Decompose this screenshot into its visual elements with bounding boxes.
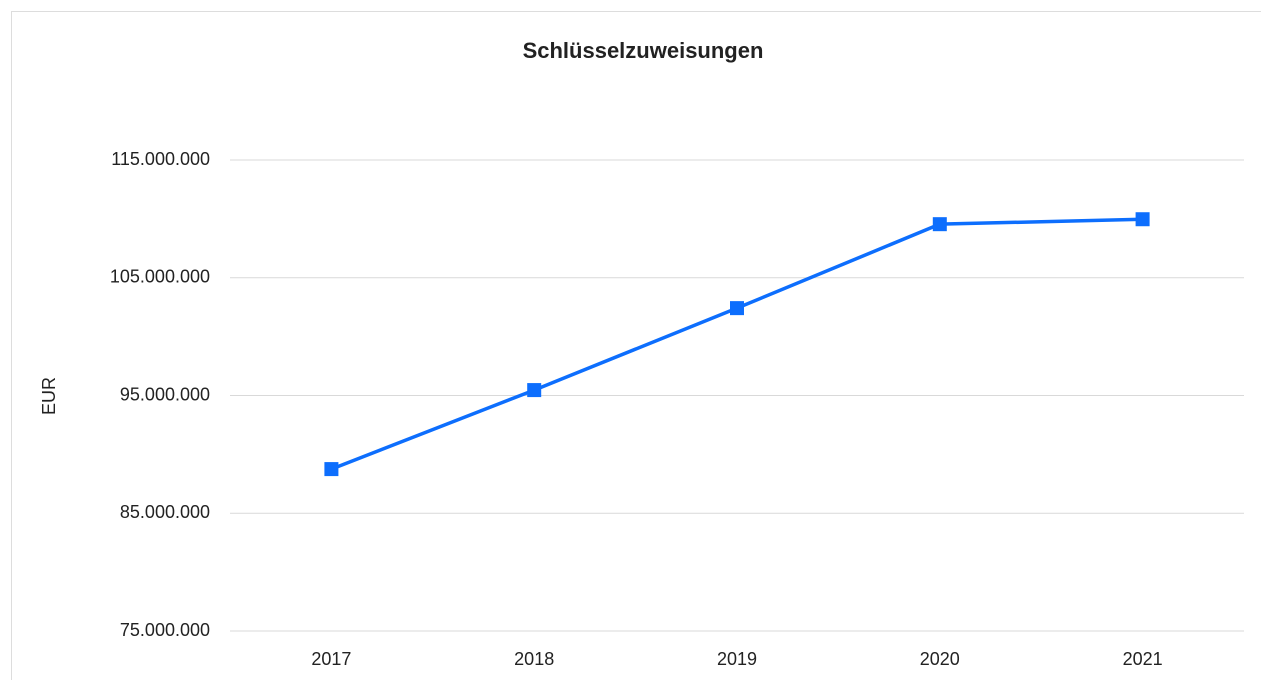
x-tick-label: 2018	[514, 649, 554, 669]
marker	[527, 383, 542, 398]
x-tick-label: 2017	[311, 649, 351, 669]
marker	[932, 217, 947, 232]
y-tick-label: 95.000.000	[120, 384, 210, 404]
y-tick-label: 105.000.000	[110, 267, 210, 287]
marker	[324, 462, 339, 477]
x-tick-label: 2020	[920, 649, 960, 669]
x-tick-label: 2021	[1123, 649, 1163, 669]
y-tick-label: 115.000.000	[111, 149, 210, 169]
y-tick-label: 85.000.000	[120, 502, 210, 522]
marker	[1135, 212, 1150, 227]
x-tick-label: 2019	[717, 649, 757, 669]
chart-title: Schlüsselzuweisungen	[523, 38, 764, 63]
line	[330, 217, 1143, 471]
chart-border	[11, 11, 1261, 680]
y-tick-label: 75.000.000	[120, 620, 210, 640]
marker	[730, 301, 744, 316]
y-axis-label: EUR	[39, 377, 59, 415]
